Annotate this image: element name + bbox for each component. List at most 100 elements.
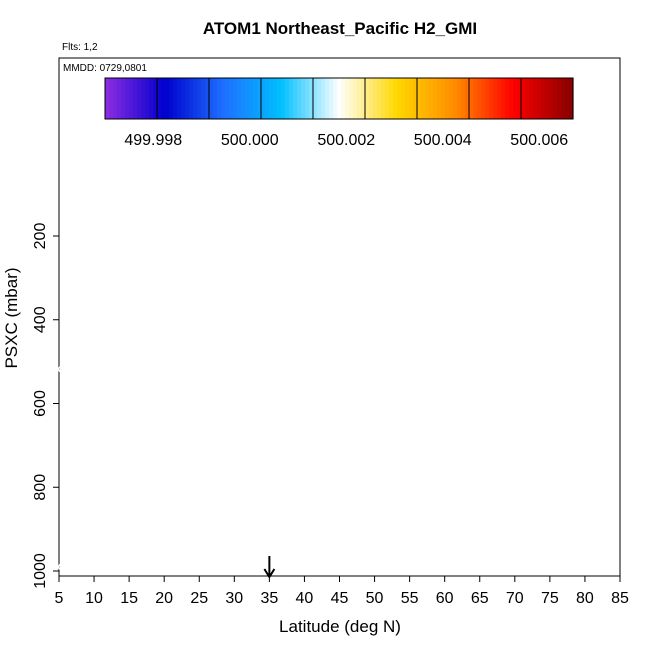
colorbar-swatch: [409, 78, 414, 119]
observation-point: [103, 367, 113, 377]
colorbar-swatch: [449, 78, 454, 119]
observation-point: [510, 254, 520, 264]
colorbar-swatch: [169, 78, 174, 119]
colorbar-swatch: [137, 78, 142, 119]
colorbar-swatch: [513, 78, 518, 119]
x-tick-label: 5: [55, 590, 64, 607]
colorbar-swatch: [561, 78, 566, 119]
observation-point: [363, 263, 372, 272]
observation-point: [545, 258, 555, 268]
colorbar-tick-label: 500.006: [510, 132, 568, 149]
x-tick-label: 10: [85, 590, 103, 607]
colorbar-swatch: [241, 78, 246, 119]
observation-point: [563, 370, 572, 380]
x-tick-label: 25: [190, 590, 208, 607]
colorbar-swatch: [553, 78, 558, 119]
colorbar-swatch: [361, 78, 366, 119]
observation-point: [349, 263, 358, 273]
colorbar-swatch: [537, 78, 542, 119]
observation-point: [89, 353, 99, 363]
colorbar-swatch: [405, 78, 410, 119]
colorbar-swatch: [117, 78, 122, 119]
colorbar-swatch: [473, 78, 478, 119]
observation-point: [110, 390, 120, 400]
colorbar-swatch: [269, 78, 274, 119]
colorbar-tick-labels: 499.998 500.000 500.002 500.004 500.006: [124, 132, 568, 149]
observation-point: [58, 364, 67, 374]
colorbar-swatch: [297, 78, 302, 119]
x-tick-label: 65: [471, 590, 489, 607]
observation-point: [194, 532, 204, 541]
colorbar-swatch: [209, 78, 214, 119]
colorbar-swatch: [153, 78, 158, 119]
colorbar-swatch: [505, 78, 510, 119]
colorbar-swatch: [157, 78, 162, 119]
y-tick-label: 1000: [32, 553, 49, 589]
observation-point: [60, 411, 69, 421]
x-axis-label: Latitude (deg N): [279, 617, 401, 636]
observation-point: [573, 424, 583, 433]
observation-point: [187, 369, 197, 379]
colorbar-swatch: [385, 78, 390, 119]
observation-point: [475, 254, 485, 264]
colorbar-swatch: [369, 78, 374, 119]
colorbar-swatch: [533, 78, 538, 119]
reference-latitude-arrow: [263, 556, 276, 579]
flights-label: Flts: 1,2: [62, 42, 98, 53]
observation-point: [391, 263, 400, 272]
colorbar-swatch: [557, 78, 562, 119]
colorbar-swatch: [221, 78, 226, 119]
colorbar-swatch: [521, 78, 526, 119]
observation-point: [180, 562, 190, 572]
y-tick-label: 800: [32, 474, 49, 501]
colorbar-swatch: [201, 78, 206, 119]
observation-point: [461, 292, 471, 302]
observation-point: [138, 364, 148, 374]
x-tick-label: 85: [611, 590, 629, 607]
colorbar-swatch: [357, 78, 362, 119]
colorbar-swatch: [501, 78, 506, 119]
colorbar-swatch: [421, 78, 426, 119]
colorbar: [104, 77, 574, 120]
colorbar-swatch: [245, 78, 250, 119]
colorbar-swatch: [133, 78, 138, 119]
colorbar-swatch: [325, 78, 330, 119]
colorbar-swatch: [141, 78, 146, 119]
colorbar-swatch: [273, 78, 278, 119]
colorbar-swatch: [545, 78, 550, 119]
y-tick-label: 200: [32, 223, 49, 250]
colorbar-swatch: [345, 78, 350, 119]
colorbar-swatch: [109, 78, 114, 119]
observation-point: [215, 261, 225, 271]
colorbar-swatch: [277, 78, 282, 119]
observation-points: [58, 239, 583, 574]
observation-point: [124, 248, 134, 258]
x-tick-label: 50: [366, 590, 384, 607]
observation-point: [321, 273, 330, 283]
x-tick-label: 80: [576, 590, 594, 607]
colorbar-swatch: [229, 78, 234, 119]
x-tick-label: 40: [296, 590, 314, 607]
observation-point: [461, 254, 471, 264]
colorbar-swatch: [253, 78, 258, 119]
observation-point: [121, 258, 130, 268]
colorbar-swatch: [173, 78, 178, 119]
colorbar-swatch: [257, 78, 262, 119]
observation-point: [258, 341, 267, 351]
observation-point: [419, 262, 428, 271]
colorbar-swatch: [113, 78, 118, 119]
colorbar-swatch: [121, 78, 126, 119]
colorbar-swatch: [217, 78, 222, 119]
colorbar-swatch: [281, 78, 286, 119]
colorbar-swatch: [321, 78, 326, 119]
colorbar-swatch: [237, 78, 242, 119]
colorbar-swatch: [213, 78, 218, 119]
colorbar-swatch: [417, 78, 422, 119]
x-tick-label: 55: [401, 590, 419, 607]
observation-point: [571, 552, 581, 561]
colorbar-swatch: [433, 78, 438, 119]
observation-point: [173, 264, 183, 273]
colorbar-swatch: [549, 78, 554, 119]
colorbar-swatch: [205, 78, 210, 119]
colorbar-swatch: [541, 78, 546, 119]
